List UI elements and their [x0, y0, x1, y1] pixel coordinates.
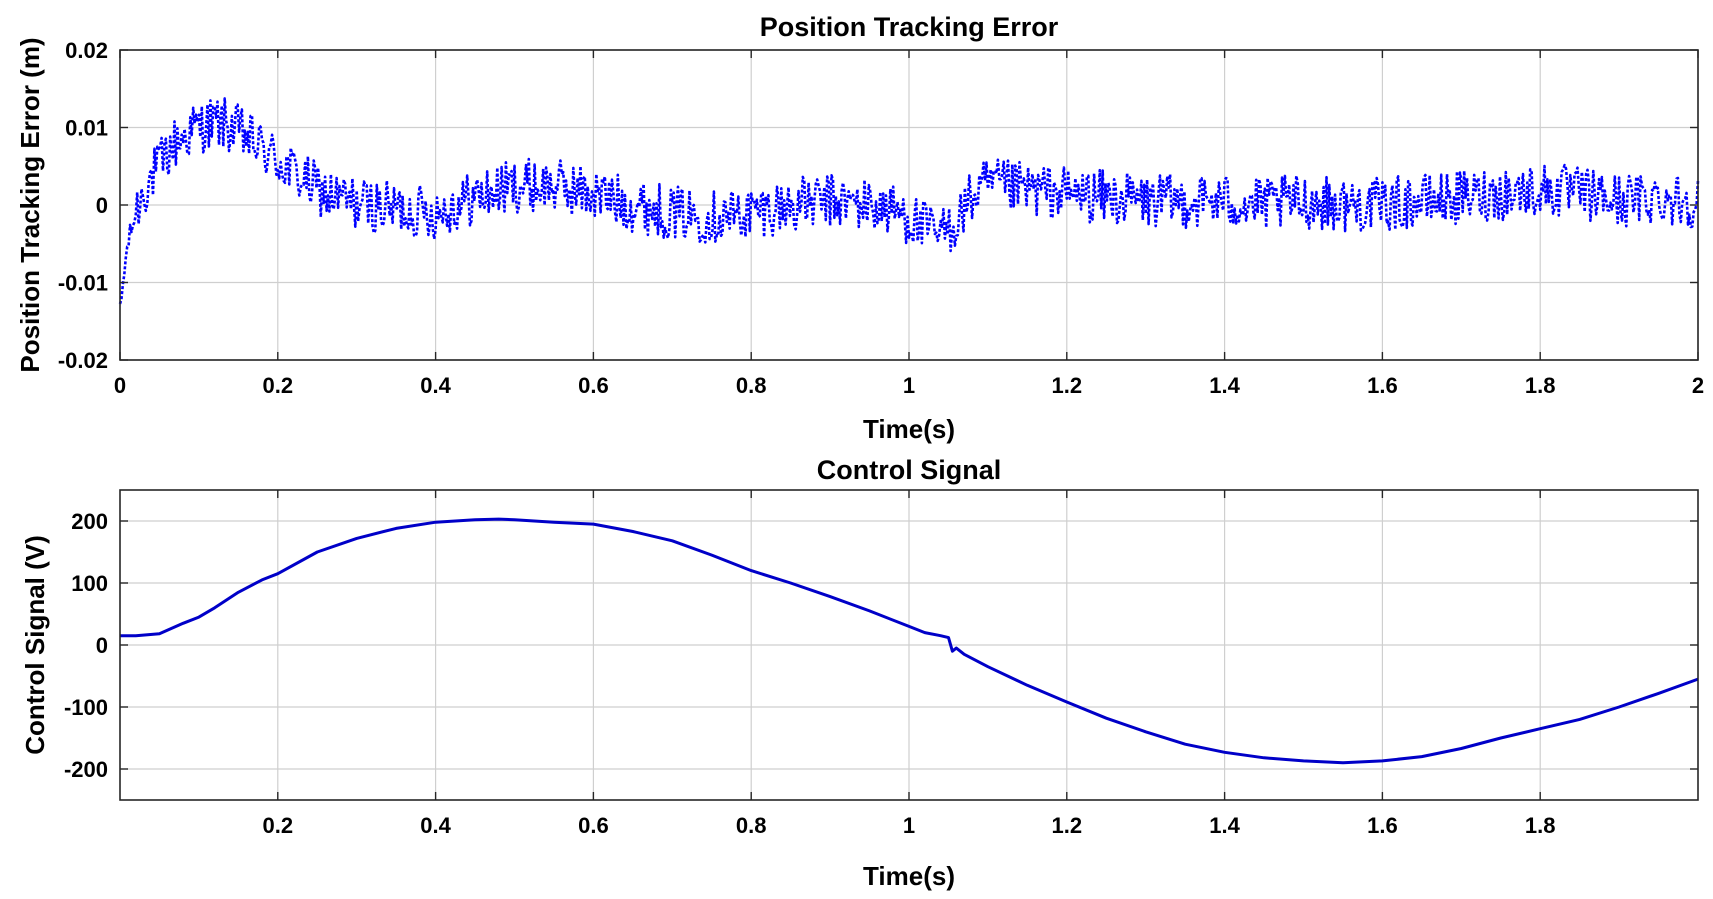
position-error-title: Position Tracking Error	[760, 12, 1059, 42]
control-signal-ylabel: Control Signal (V)	[20, 535, 50, 755]
position-error-ytick-label: 0	[96, 193, 108, 218]
control-signal-xtick-label: 0.8	[736, 813, 767, 838]
control-signal-xtick-label: 0.2	[263, 813, 294, 838]
control-signal-title: Control Signal	[817, 455, 1002, 485]
control-signal-ytick-label: 200	[71, 509, 108, 534]
control-signal-ytick-label: 100	[71, 571, 108, 596]
position-error-xtick-label: 1.6	[1367, 373, 1398, 398]
position-error-xtick-label: 1	[903, 373, 915, 398]
position-error-xlabel: Time(s)	[863, 414, 955, 444]
position-error-ylabel: Position Tracking Error (m)	[15, 37, 45, 372]
control-signal-xtick-label: 1.6	[1367, 813, 1398, 838]
position-error-chart: 0 0.2 0.4 0.6 0.8 1 1.2 1.4 1.6 1.8 2 -0.02 -0.01 0 0.…	[15, 12, 1704, 444]
position-error-ytick-label: 0.02	[65, 38, 108, 63]
position-error-xtick-label: 0.4	[420, 373, 451, 398]
position-error-xtick-label: 1.2	[1052, 373, 1083, 398]
control-signal-series	[120, 517, 1699, 765]
position-error-xtick-label: 1.4	[1209, 373, 1240, 398]
control-signal-xtick-label: 1.8	[1525, 813, 1556, 838]
position-error-xtick-label: 2	[1692, 373, 1704, 398]
position-error-xtick-label: 0	[114, 373, 126, 398]
control-signal-xtick-label: 1.4	[1209, 813, 1240, 838]
control-signal-series-line	[120, 517, 1699, 765]
control-signal-xtick-label: 1.2	[1052, 813, 1083, 838]
position-error-ytick-label: 0.01	[65, 116, 108, 141]
position-error-xtick-label: 1.8	[1525, 373, 1556, 398]
control-signal-ytick-label: -100	[64, 695, 108, 720]
position-error-ticks: 0 0.2 0.4 0.6 0.8 1 1.2 1.4 1.6 1.8 2 -0.02 -0.01 0 0.…	[58, 38, 1704, 398]
position-error-series	[118, 97, 1700, 305]
control-signal-chart: 0.2 0.4 0.6 0.8 1 1.2 1.4 1.6 1.8 -200 -100 0 100 200…	[20, 455, 1699, 891]
control-signal-xtick-label: 0.6	[578, 813, 609, 838]
position-error-xtick-label: 0.8	[736, 373, 767, 398]
control-signal-xtick-label: 1	[903, 813, 915, 838]
position-error-ytick-label: -0.01	[58, 271, 108, 296]
position-error-ytick-label: -0.02	[58, 348, 108, 373]
control-signal-grid	[120, 490, 1698, 800]
control-signal-xtick-label: 0.4	[420, 813, 451, 838]
position-error-series-line	[118, 97, 1700, 305]
control-signal-xlabel: Time(s)	[863, 861, 955, 891]
control-signal-ticks: 0.2 0.4 0.6 0.8 1 1.2 1.4 1.6 1.8 -200 -100 0 100 200	[64, 490, 1698, 838]
position-error-xtick-label: 0.6	[578, 373, 609, 398]
control-signal-ytick-label: 0	[96, 633, 108, 658]
control-signal-ytick-label: -200	[64, 757, 108, 782]
position-error-xtick-label: 0.2	[263, 373, 294, 398]
